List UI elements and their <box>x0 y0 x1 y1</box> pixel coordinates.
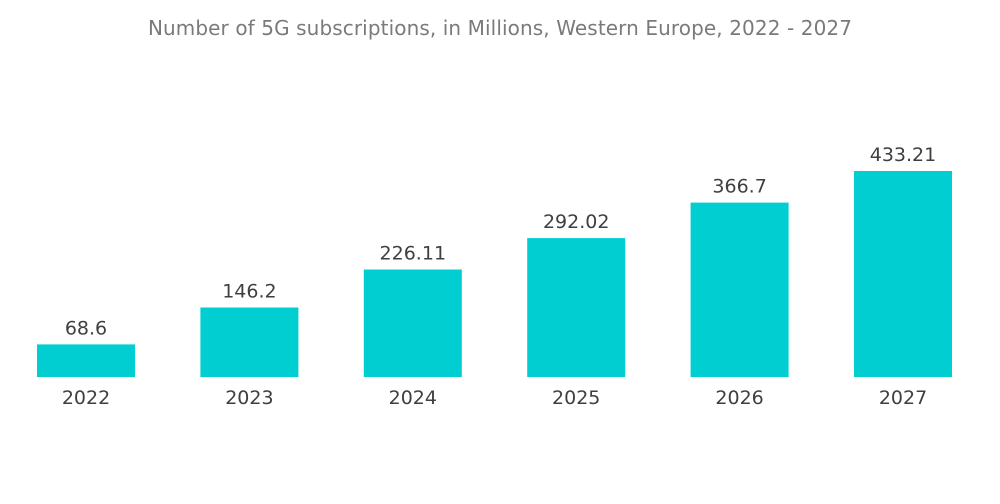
x-axis-ticks-layer: 2022 2023 2024 2025 2026 2027 <box>62 387 927 409</box>
x-tick-label-2022: 2022 <box>62 387 110 409</box>
bar-2026 <box>690 202 789 377</box>
value-label-2022: 68.6 <box>65 317 107 339</box>
value-label-2024: 226.11 <box>380 243 446 265</box>
value-label-2025: 292.02 <box>543 211 609 233</box>
value-label-2023: 146.2 <box>222 281 276 303</box>
bar-2024 <box>363 269 462 377</box>
x-tick-label-2027: 2027 <box>879 387 927 409</box>
x-tick-label-2025: 2025 <box>552 387 600 409</box>
x-tick-label-2026: 2026 <box>715 387 763 409</box>
x-tick-label-2024: 2024 <box>389 387 437 409</box>
value-label-2027: 433.21 <box>870 144 936 166</box>
x-tick-label-2023: 2023 <box>225 387 273 409</box>
value-labels-layer: 68.6 146.2 226.11 292.02 366.7 433.21 <box>65 144 936 339</box>
bar-2027 <box>854 171 952 377</box>
bars-layer <box>37 171 952 377</box>
value-label-2026: 366.7 <box>712 176 766 198</box>
bar-2023 <box>200 307 299 377</box>
bar-2025 <box>527 238 626 377</box>
chart-title: Number of 5G subscriptions, in Millions,… <box>147 16 853 40</box>
bar-2022 <box>37 344 135 377</box>
